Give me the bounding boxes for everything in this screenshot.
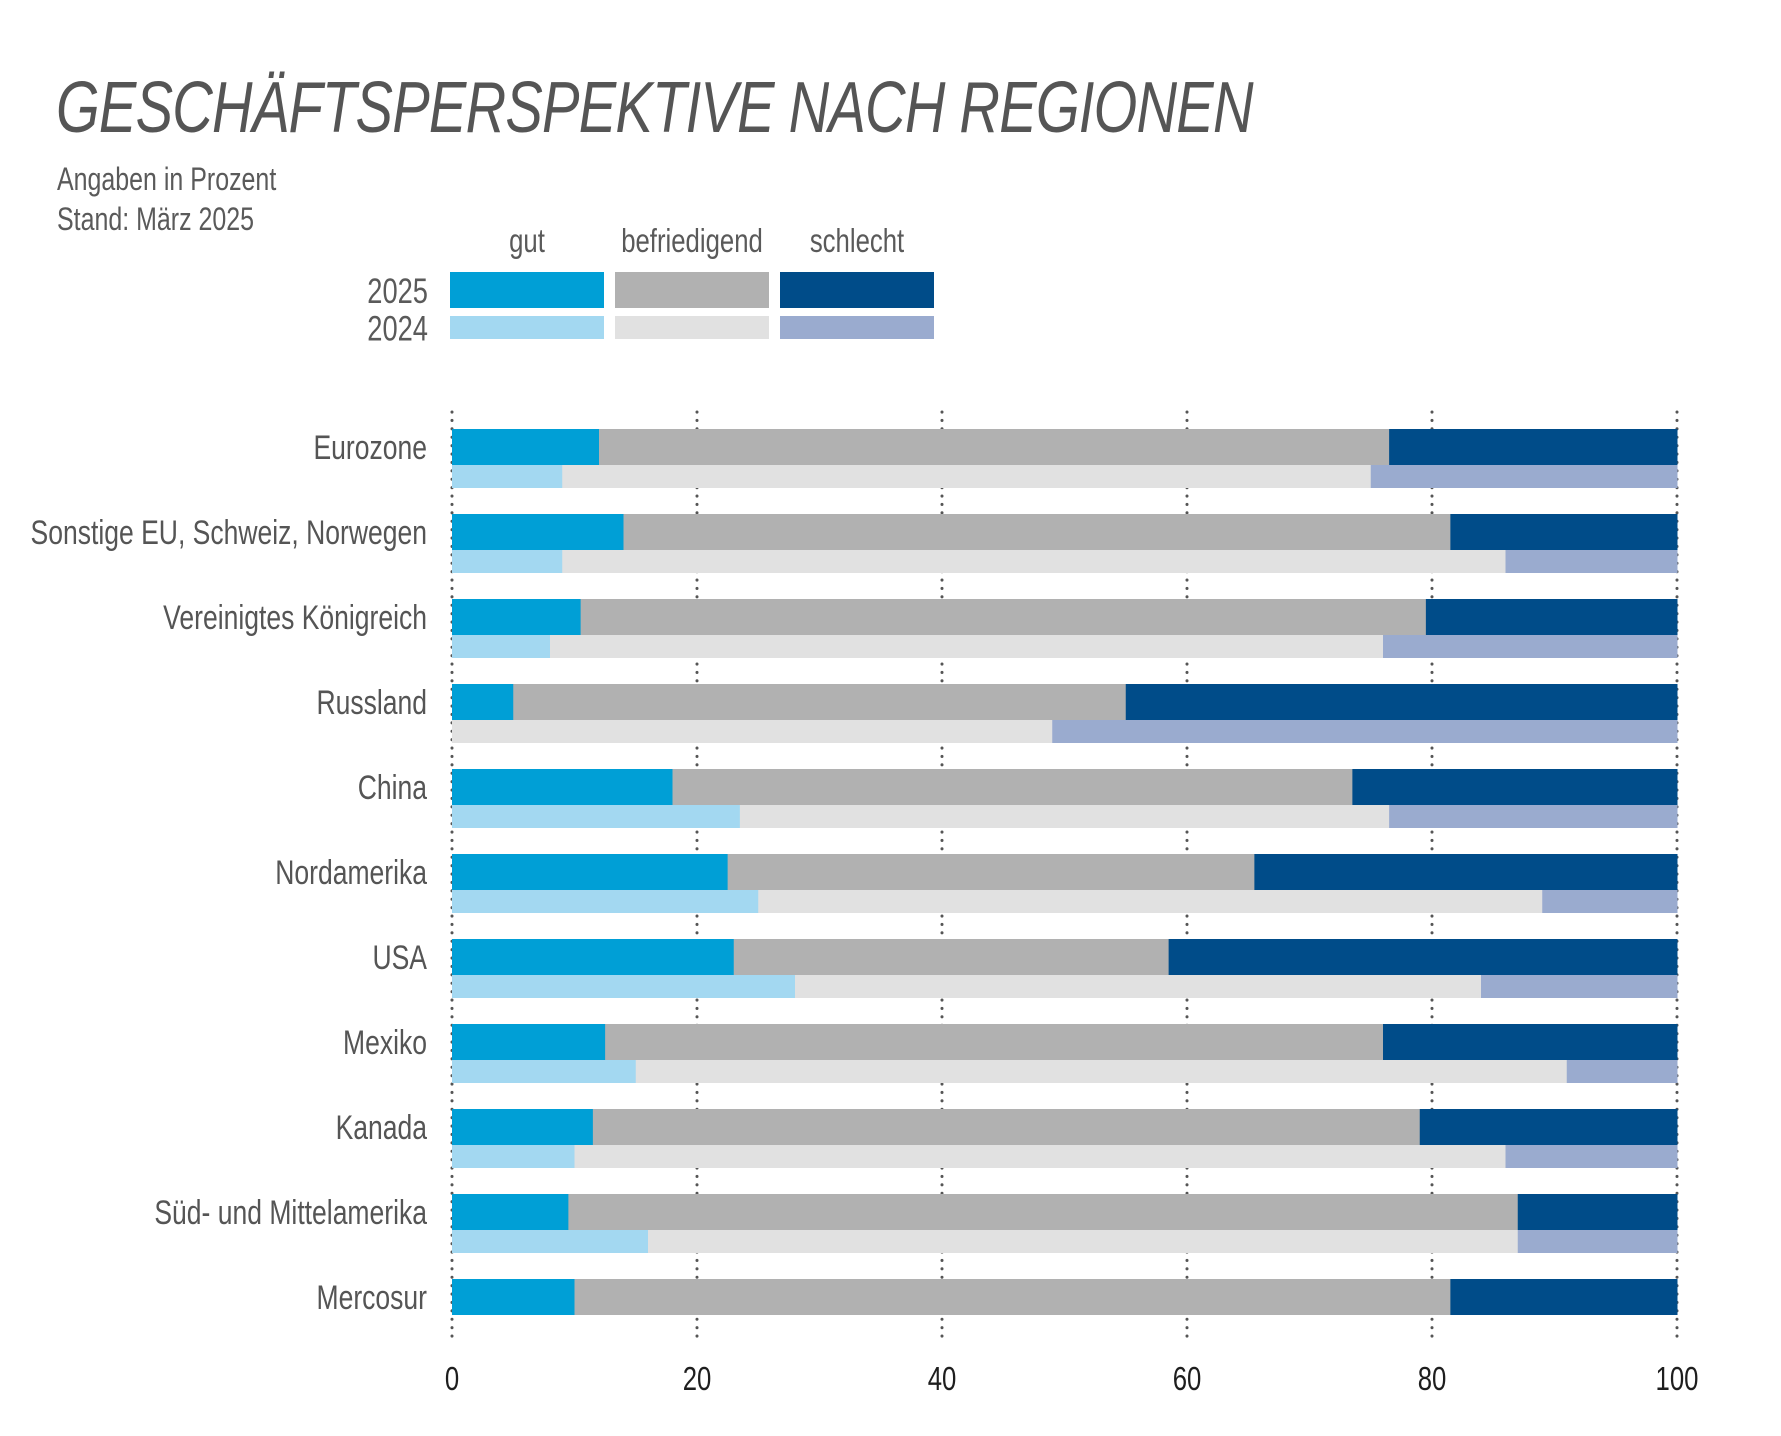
bar-gut-2024 xyxy=(452,1060,637,1083)
bar-befriedigend-2024 xyxy=(562,550,1506,573)
bar-schlecht-2024 xyxy=(1505,550,1678,573)
row-label: Eurozone xyxy=(313,429,427,467)
bar-befriedigend-2025 xyxy=(568,1194,1519,1230)
bar-befriedigend-2025 xyxy=(623,514,1451,550)
legend-swatch-gut-2025 xyxy=(450,272,604,308)
bar-befriedigend-2024 xyxy=(648,1230,1519,1253)
x-tick-label: 100 xyxy=(1656,1361,1699,1398)
bar-gut-2025 xyxy=(452,514,624,550)
bar-befriedigend-2024 xyxy=(635,1060,1568,1083)
bar-gut-2024 xyxy=(452,805,741,828)
bar-schlecht-2024 xyxy=(1383,635,1678,658)
bar-schlecht-2024 xyxy=(1370,465,1678,488)
bar-schlecht-2024 xyxy=(1052,720,1678,743)
bar-schlecht-2025 xyxy=(1425,599,1678,635)
bar-befriedigend-2025 xyxy=(733,939,1170,975)
bar-gut-2025 xyxy=(452,939,735,975)
bar-schlecht-2024 xyxy=(1505,1145,1678,1168)
legend-swatch-gut-2024 xyxy=(450,316,604,339)
bar-befriedigend-2024 xyxy=(795,975,1482,998)
bar-gut-2024 xyxy=(452,550,563,573)
bar-gut-2024 xyxy=(452,635,551,658)
subtitle-date: Stand: März 2025 xyxy=(57,201,255,237)
bar-gut-2024 xyxy=(452,1145,575,1168)
bar-gut-2025 xyxy=(452,1194,569,1230)
bar-gut-2024 xyxy=(452,975,796,998)
bar-gut-2025 xyxy=(452,1109,594,1145)
bar-schlecht-2024 xyxy=(1517,1230,1678,1253)
bar-gut-2025 xyxy=(452,769,673,805)
bar-befriedigend-2025 xyxy=(592,1109,1421,1145)
x-tick-label: 40 xyxy=(928,1361,957,1398)
bar-gut-2025 xyxy=(452,599,582,635)
bar-befriedigend-2024 xyxy=(739,805,1390,828)
bar-schlecht-2025 xyxy=(1352,769,1678,805)
chart-title: GESCHÄFTSPERSPEKTIVE NACH REGIONEN xyxy=(56,68,1254,148)
row-label: China xyxy=(358,769,427,807)
row-label: Vereinigtes Königreich xyxy=(163,599,427,637)
bar-befriedigend-2025 xyxy=(580,599,1427,635)
x-tick-label: 0 xyxy=(445,1361,459,1398)
bar-gut-2025 xyxy=(452,684,514,720)
bar-gut-2024 xyxy=(452,890,759,913)
legend-swatch-befriedigend-2025 xyxy=(615,272,769,308)
bar-befriedigend-2024 xyxy=(550,635,1384,658)
bar-befriedigend-2025 xyxy=(605,1024,1384,1060)
legend-swatch-schlecht-2025 xyxy=(780,272,934,308)
row-label: Süd- und Mittelamerika xyxy=(154,1194,427,1232)
subtitle-unit: Angaben in Prozent xyxy=(57,161,277,197)
bar-gut-2025 xyxy=(452,1279,575,1315)
x-tick-label: 80 xyxy=(1418,1361,1447,1398)
row-label: Kanada xyxy=(336,1109,427,1147)
bar-befriedigend-2025 xyxy=(513,684,1127,720)
bar-gut-2025 xyxy=(452,429,600,465)
bar-befriedigend-2024 xyxy=(562,465,1372,488)
x-axis: 0 20 40 60 80 100 xyxy=(445,1361,1699,1398)
row-label: Sonstige EU, Schweiz, Norwegen xyxy=(31,514,427,552)
bar-schlecht-2025 xyxy=(1254,854,1678,890)
bar-schlecht-2024 xyxy=(1481,975,1678,998)
bar-befriedigend-2025 xyxy=(599,429,1390,465)
bar-schlecht-2025 xyxy=(1389,429,1678,465)
bar-befriedigend-2025 xyxy=(574,1279,1451,1315)
bar-schlecht-2025 xyxy=(1168,939,1678,975)
bar-schlecht-2024 xyxy=(1389,805,1678,828)
bar-befriedigend-2024 xyxy=(452,720,1053,743)
bars xyxy=(452,429,1678,1315)
bar-schlecht-2025 xyxy=(1450,1279,1678,1315)
legend-label-befriedigend: befriedigend xyxy=(621,223,763,260)
bar-schlecht-2024 xyxy=(1542,890,1678,913)
row-label: Mexiko xyxy=(343,1024,427,1062)
bar-befriedigend-2024 xyxy=(574,1145,1506,1168)
bar-befriedigend-2025 xyxy=(727,854,1255,890)
row-label: Nordamerika xyxy=(275,854,427,892)
bar-schlecht-2024 xyxy=(1566,1060,1678,1083)
legend-year-2025: 2025 xyxy=(367,272,428,311)
legend-swatch-befriedigend-2024 xyxy=(615,316,769,339)
x-tick-label: 60 xyxy=(1173,1361,1202,1398)
bar-schlecht-2025 xyxy=(1450,514,1678,550)
bar-gut-2024 xyxy=(452,465,563,488)
legend-swatch-schlecht-2024 xyxy=(780,316,934,339)
row-labels: Eurozone Sonstige EU, Schweiz, Norwegen Ve… xyxy=(31,429,428,1317)
row-label: Mercosur xyxy=(316,1279,427,1317)
legend-label-schlecht: schlecht xyxy=(810,223,904,260)
bar-schlecht-2025 xyxy=(1125,684,1678,720)
legend-label-gut: gut xyxy=(509,223,545,260)
bar-schlecht-2025 xyxy=(1383,1024,1678,1060)
bar-gut-2024 xyxy=(452,1230,649,1253)
bar-befriedigend-2025 xyxy=(672,769,1353,805)
bar-gut-2025 xyxy=(452,854,729,890)
legend-year-2024: 2024 xyxy=(367,309,428,348)
row-label: Russland xyxy=(316,684,427,722)
x-tick-label: 20 xyxy=(683,1361,712,1398)
bar-gut-2025 xyxy=(452,1024,606,1060)
bar-befriedigend-2024 xyxy=(758,890,1543,913)
bar-schlecht-2025 xyxy=(1517,1194,1678,1230)
row-label: USA xyxy=(372,939,427,977)
bar-schlecht-2025 xyxy=(1419,1109,1678,1145)
